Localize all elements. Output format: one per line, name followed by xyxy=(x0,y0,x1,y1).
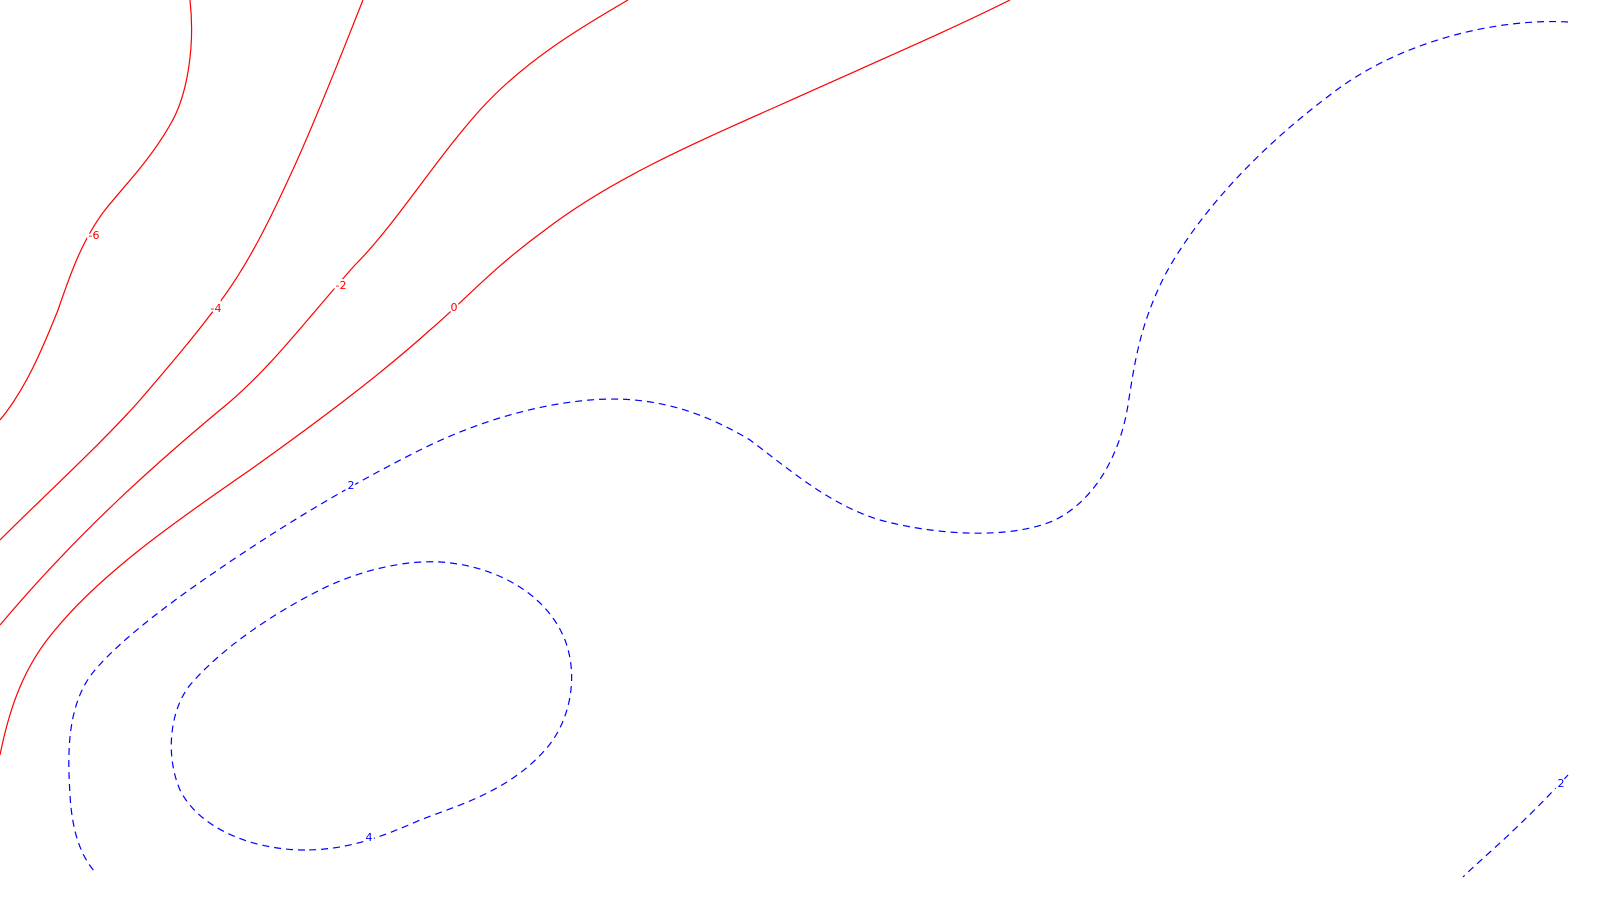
contour-line-plus-2 xyxy=(68,20,1569,873)
contour-label-minus-6: -6 xyxy=(89,229,100,242)
contour-line-plus-2-corner xyxy=(1462,774,1569,878)
contour-label-plus-4: 4 xyxy=(366,831,373,844)
contour-label-minus-2: -2 xyxy=(336,279,347,292)
contour-line-zero xyxy=(0,0,1011,756)
contour-line-minus-2 xyxy=(0,0,629,626)
contour-line-plus-4 xyxy=(170,561,573,851)
contour-line-minus-6 xyxy=(0,0,193,421)
contour-label-plus-2-corner: 2 xyxy=(1558,777,1565,790)
contour-label-zero: 0 xyxy=(451,301,458,314)
contour-label-plus-2: 2 xyxy=(348,479,355,492)
contour-label-minus-4: -4 xyxy=(211,302,222,315)
contour-line-minus-4 xyxy=(0,0,364,541)
